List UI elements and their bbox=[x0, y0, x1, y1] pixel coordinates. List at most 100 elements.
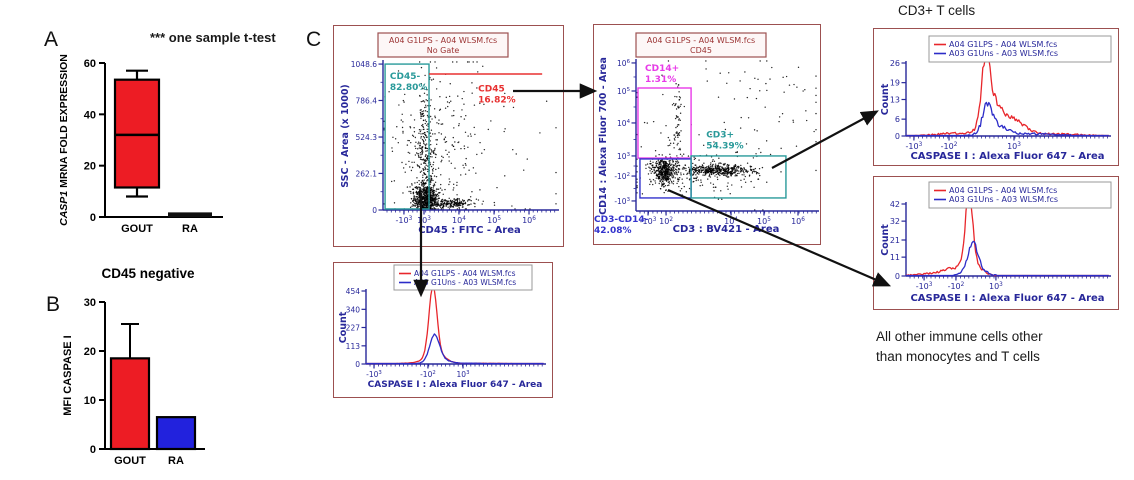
svg-text:21: 21 bbox=[890, 236, 900, 245]
svg-text:40: 40 bbox=[84, 109, 96, 121]
svg-text:-103: -103 bbox=[614, 197, 630, 206]
svg-text:105: 105 bbox=[617, 87, 630, 96]
svg-text:-103: -103 bbox=[916, 282, 933, 291]
svg-text:60: 60 bbox=[84, 58, 96, 70]
svg-text:16.82%: 16.82% bbox=[478, 96, 516, 106]
svg-text:0: 0 bbox=[372, 206, 377, 215]
svg-text:106: 106 bbox=[617, 59, 631, 68]
svg-text:A03 G1Uns - A03 WLSM.fcs: A03 G1Uns - A03 WLSM.fcs bbox=[949, 195, 1058, 204]
svg-text:-103: -103 bbox=[366, 370, 382, 379]
svg-text:Count: Count bbox=[880, 83, 891, 115]
svg-text:1048.6: 1048.6 bbox=[351, 60, 377, 69]
svg-text:0: 0 bbox=[90, 212, 96, 224]
svg-text:102: 102 bbox=[659, 217, 673, 226]
caption-line-1: All other immune cells other bbox=[876, 329, 1043, 344]
svg-text:RA: RA bbox=[168, 455, 184, 467]
svg-text:106: 106 bbox=[791, 217, 805, 226]
svg-text:CD45: CD45 bbox=[478, 85, 505, 95]
svg-text:CD14+: CD14+ bbox=[645, 64, 679, 74]
svg-text:CD3 : BV421 - Area: CD3 : BV421 - Area bbox=[673, 224, 780, 235]
svg-text:CASPASE I : Alexa Fluor 647 -: CASPASE I : Alexa Fluor 647 - Area bbox=[368, 380, 543, 390]
svg-text:42: 42 bbox=[890, 200, 900, 209]
panel-c-letter: C bbox=[306, 28, 322, 51]
svg-text:524.3: 524.3 bbox=[356, 133, 378, 142]
histogram-cd3-panel: -103 -102 103 0 6 13 19 26 CASPASE I : Alexa Flu… bbox=[873, 28, 1119, 166]
svg-text:20: 20 bbox=[84, 346, 96, 358]
svg-text:-103: -103 bbox=[396, 216, 413, 225]
svg-text:-102: -102 bbox=[420, 370, 436, 379]
svg-text:CASPASE I : Alexa Fluor 647 -: CASPASE I : Alexa Fluor 647 - Area bbox=[910, 151, 1104, 162]
svg-text:-102: -102 bbox=[614, 172, 630, 181]
svg-text:Count: Count bbox=[338, 311, 349, 343]
flow-scatter-cd45-panel: A04 G1LPS - A04 WLSM.fcs CD45 -103 102 104 10… bbox=[593, 24, 821, 245]
panel-a-letter: A bbox=[44, 28, 59, 51]
svg-text:GOUT: GOUT bbox=[121, 223, 153, 235]
svg-text:CD3+: CD3+ bbox=[706, 131, 734, 141]
svg-text:104: 104 bbox=[617, 119, 631, 128]
svg-text:13: 13 bbox=[890, 96, 900, 105]
svg-text:0: 0 bbox=[895, 272, 900, 281]
svg-text:103: 103 bbox=[617, 152, 630, 161]
svg-text:A03 G1Uns - A03 WLSM.fcs: A03 G1Uns - A03 WLSM.fcs bbox=[414, 278, 516, 287]
histogram-caspase-other: -103 -102 103 0 11 21 32 42 CASPASE I : Alexa Fl… bbox=[880, 181, 1112, 304]
svg-text:26: 26 bbox=[890, 59, 900, 68]
svg-text:54.39%: 54.39% bbox=[706, 142, 744, 152]
svg-text:-102: -102 bbox=[948, 282, 965, 291]
svg-text:A03 G1Uns - A03 WLSM.fcs: A03 G1Uns - A03 WLSM.fcs bbox=[949, 49, 1058, 58]
histogram-cd45neg-panel: -103 -102 103 0 113 227 340 454 CASPASE I : Alex… bbox=[333, 262, 553, 398]
svg-text:454: 454 bbox=[346, 287, 361, 296]
flow-scatter-no-gate-panel: A04 G1LPS - A04 WLSM.fcs No Gate -103 103 10… bbox=[333, 25, 564, 247]
svg-text:A04 G1LPS - A04 WLSM.fcs: A04 G1LPS - A04 WLSM.fcs bbox=[414, 269, 516, 278]
svg-text:A04 G1LPS - A04 WLSM.fcs: A04 G1LPS - A04 WLSM.fcs bbox=[389, 36, 497, 45]
svg-text:CD3-CD14-: CD3-CD14- bbox=[594, 215, 649, 225]
barchart-mfi-caspase: CD45 negative 0 10 20 30 MFI CASPASE I GOUT RA bbox=[62, 266, 205, 467]
svg-text:CD45: CD45 bbox=[690, 46, 712, 55]
svg-text:A04 G1LPS - A04 WLSM.fcs: A04 G1LPS - A04 WLSM.fcs bbox=[949, 40, 1057, 49]
svg-text:106: 106 bbox=[522, 216, 536, 225]
svg-text:GOUT: GOUT bbox=[114, 455, 146, 467]
svg-text:103: 103 bbox=[989, 282, 1003, 291]
svg-text:6: 6 bbox=[895, 115, 900, 124]
svg-text:104: 104 bbox=[452, 216, 466, 225]
svg-text:20: 20 bbox=[84, 161, 96, 173]
panel-b-letter: B bbox=[46, 293, 61, 316]
svg-text:MFI CASPASE I: MFI CASPASE I bbox=[62, 335, 74, 415]
svg-text:0: 0 bbox=[895, 132, 900, 141]
svg-text:-103: -103 bbox=[640, 217, 657, 226]
svg-text:0: 0 bbox=[355, 360, 360, 369]
svg-text:-102: -102 bbox=[941, 142, 958, 151]
svg-text:1.31%: 1.31% bbox=[645, 75, 676, 85]
svg-text:786.4: 786.4 bbox=[356, 96, 378, 105]
svg-text:CD45 negative: CD45 negative bbox=[101, 266, 195, 281]
svg-text:32: 32 bbox=[890, 217, 900, 226]
svg-text:CD45 : FITC - Area: CD45 : FITC - Area bbox=[418, 225, 521, 236]
svg-text:CASP1 MRNA FOLD EXPRESSION: CASP1 MRNA FOLD EXPRESSION bbox=[58, 54, 70, 226]
svg-text:227: 227 bbox=[346, 324, 361, 333]
svg-text:No Gate: No Gate bbox=[427, 46, 460, 55]
svg-text:19: 19 bbox=[890, 79, 900, 88]
svg-text:CD45-: CD45- bbox=[390, 72, 421, 82]
svg-text:82.80%: 82.80% bbox=[390, 83, 428, 93]
other-cells-caption: All other immune cells other than monocy… bbox=[876, 327, 1043, 367]
cd3-tcells-title: CD3+ T cells bbox=[898, 3, 976, 18]
svg-text:42.08%: 42.08% bbox=[594, 226, 632, 236]
caption-line-2: than monocytes and T cells bbox=[876, 349, 1040, 364]
svg-text:RA: RA bbox=[182, 223, 198, 235]
svg-text:10: 10 bbox=[84, 395, 96, 407]
svg-text:CD14 : Alexa Fluor 700 - Area: CD14 : Alexa Fluor 700 - Area bbox=[598, 57, 609, 215]
svg-text:340: 340 bbox=[346, 305, 361, 314]
svg-text:A04 G1LPS - A04 WLSM.fcs: A04 G1LPS - A04 WLSM.fcs bbox=[949, 186, 1057, 195]
svg-text:30: 30 bbox=[84, 297, 96, 309]
svg-text:103: 103 bbox=[457, 370, 470, 379]
boxplot-casp1-mrna: 0 20 40 60 CASP1 MRNA FOLD EXPRESSION GOUT RA bbox=[58, 54, 223, 235]
svg-text:A04 G1LPS - A04 WLSM.fcs: A04 G1LPS - A04 WLSM.fcs bbox=[647, 36, 755, 45]
svg-text:105: 105 bbox=[487, 216, 501, 225]
svg-text:103: 103 bbox=[1007, 142, 1021, 151]
histogram-caspase-cd45neg: -103 -102 103 0 113 227 340 454 CASPASE I : Alex… bbox=[338, 264, 546, 390]
histogram-other-cells-panel: -103 -102 103 0 11 21 32 42 CASPASE I : Alexa Fl… bbox=[873, 176, 1119, 310]
svg-text:11: 11 bbox=[890, 253, 900, 262]
svg-text:CASPASE I : Alexa Fluor 647 -: CASPASE I : Alexa Fluor 647 - Area bbox=[910, 293, 1104, 304]
